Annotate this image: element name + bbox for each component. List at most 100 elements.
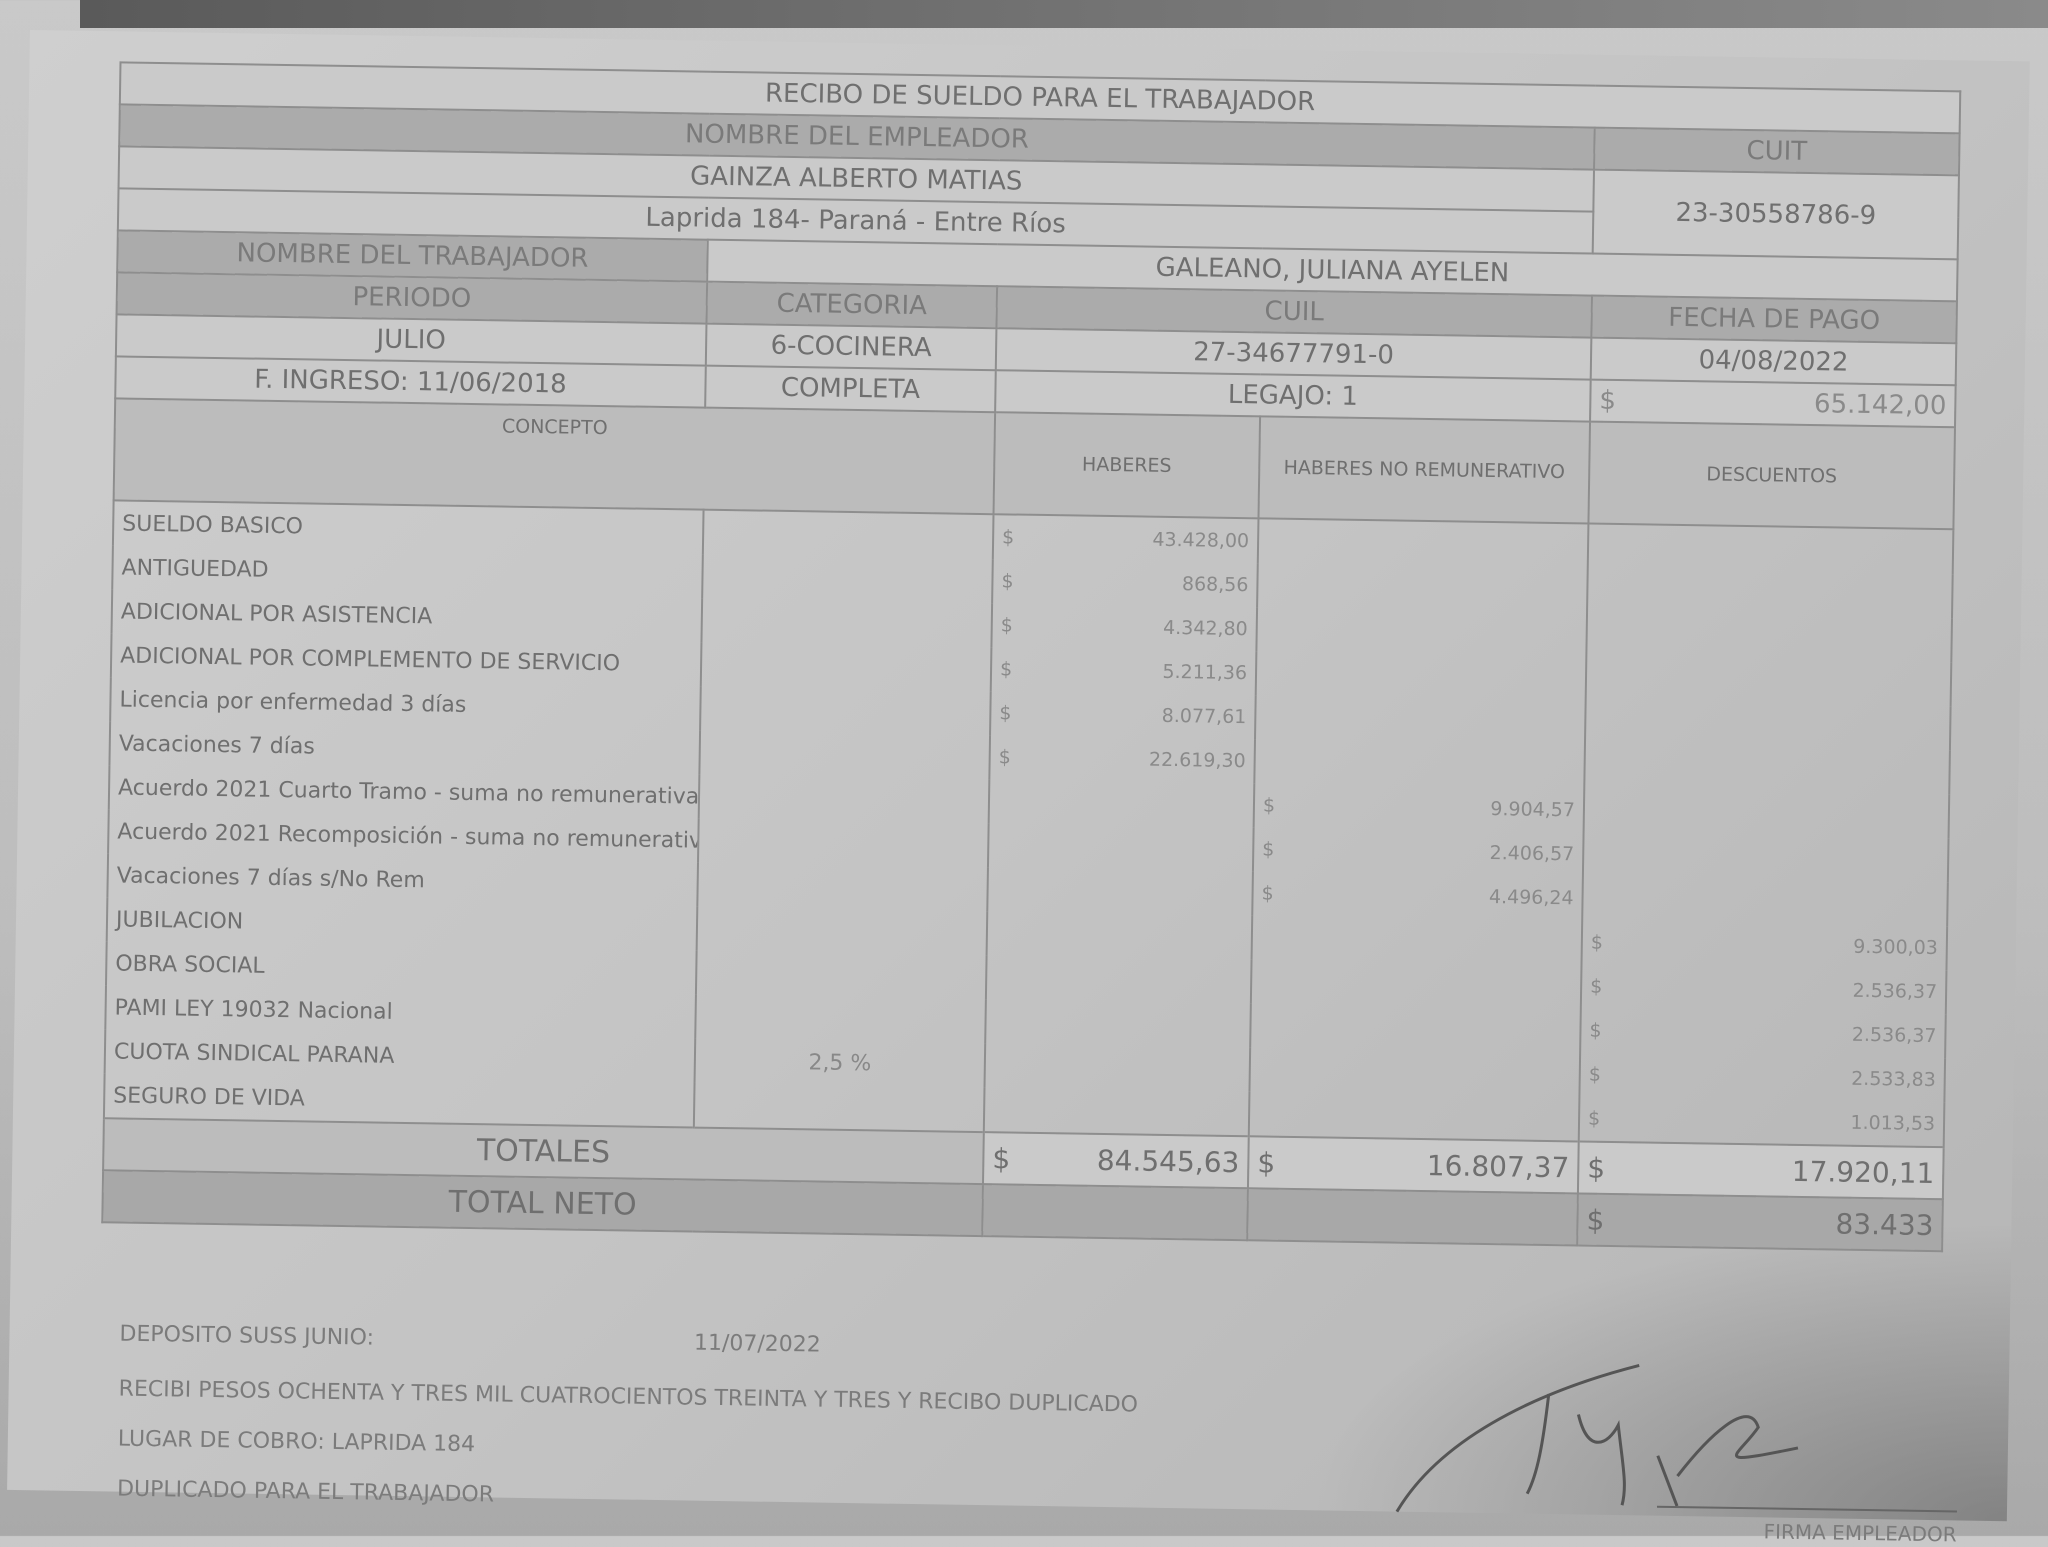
currency-symbol: $ — [1000, 614, 1014, 637]
categoria-value: 6-COCINERA — [705, 323, 997, 371]
no_rem-amount: 9.904,57 — [1490, 798, 1576, 822]
descuentos-cell — [1587, 568, 1953, 619]
currency-symbol: $ — [999, 702, 1012, 725]
descuentos-amount: 2.536,37 — [1852, 979, 1938, 1004]
extra-cell — [693, 1082, 985, 1133]
no-rem-cell: $4.496,24 — [1252, 871, 1583, 921]
haberes-cell — [985, 955, 1252, 1004]
currency-symbol: $ — [1589, 975, 1603, 998]
extra-cell — [695, 994, 986, 1044]
haberes-cell — [987, 867, 1253, 916]
concepto-header: CONCEPTO — [113, 398, 996, 515]
no-rem-cell — [1250, 959, 1582, 1009]
descuentos-amount: 2.536,37 — [1851, 1023, 1937, 1048]
haberes-amount: 4.342,80 — [1162, 616, 1248, 641]
descuentos-amount: 1.013,53 — [1850, 1111, 1936, 1136]
no-rem-cell — [1249, 1047, 1581, 1097]
extra-cell — [698, 818, 989, 868]
currency-symbol: $ — [1599, 385, 1617, 416]
currency-symbol: $ — [1262, 794, 1276, 817]
currency-symbol: $ — [998, 746, 1011, 769]
haberes-cell: $43.428,00 — [992, 514, 1259, 564]
no-rem-cell — [1257, 518, 1589, 569]
no-rem-cell — [1255, 695, 1586, 745]
haberes-cell: $5.211,36 — [990, 647, 1257, 696]
descuentos-cell — [1587, 523, 1954, 575]
sueldo-amount: 65.142,00 — [1813, 389, 1947, 422]
deposito-label: DEPOSITO SUSS JUNIO: — [119, 1321, 375, 1351]
no-rem-cell — [1250, 1003, 1581, 1053]
haberes-header: HABERES — [993, 412, 1261, 519]
haberes-cell: $8.077,61 — [990, 691, 1256, 740]
no-rem-cell: $9.904,57 — [1253, 783, 1585, 833]
total-neto: $83.433 — [1577, 1193, 1943, 1252]
descuentos-cell — [1585, 656, 1952, 707]
haberes-cell — [984, 1043, 1251, 1092]
extra-cell — [701, 598, 993, 648]
extra-cell — [702, 554, 993, 604]
total-no-rem-amount: 16.807,37 — [1426, 1148, 1570, 1184]
extra-cell — [697, 862, 988, 912]
empty-cell — [1247, 1188, 1578, 1246]
total-haberes-amount: 84.545,63 — [1096, 1143, 1240, 1179]
currency-symbol: $ — [1001, 570, 1014, 593]
currency-symbol: $ — [1257, 1145, 1276, 1180]
no-rem-cell — [1257, 563, 1588, 613]
currency-symbol: $ — [999, 658, 1013, 681]
no-rem-cell — [1248, 1091, 1580, 1142]
descuentos-cell — [1586, 612, 1953, 663]
background-strip — [80, 0, 2048, 28]
currency-symbol: $ — [1590, 931, 1604, 954]
haberes-amount: 8.077,61 — [1161, 704, 1247, 729]
no_rem-amount: 2.406,57 — [1489, 842, 1575, 866]
total-neto-amount: 83.433 — [1835, 1207, 1934, 1242]
currency-symbol: $ — [1587, 1107, 1601, 1130]
descuentos-header: DESCUENTOS — [1588, 421, 1956, 530]
currency-symbol: $ — [1261, 882, 1274, 905]
extra-cell — [699, 730, 991, 780]
recibi-text: RECIBI PESOS OCHENTA Y TRES MIL CUATROCI… — [118, 1376, 1139, 1418]
deposito-line: DEPOSITO SUSS JUNIO: 11/07/2022 — [119, 1322, 821, 1358]
haberes-cell — [988, 779, 1255, 828]
firma-empleador: FIRMA EMPLEADOR — [1656, 1505, 1957, 1547]
descuentos-cell: $2.533,83 — [1579, 1052, 1946, 1103]
currency-symbol: $ — [1586, 1203, 1605, 1237]
lugar-cobro: LUGAR DE COBRO: LAPRIDA 184 — [117, 1426, 476, 1458]
haberes-cell — [986, 911, 1253, 960]
descuentos-cell: $9.300,03 — [1581, 920, 1948, 971]
descuentos-cell: $1.013,53 — [1578, 1096, 1945, 1148]
extra-cell — [700, 642, 992, 692]
haberes-amount: 868,56 — [1181, 573, 1249, 597]
extra-cell — [695, 950, 987, 1000]
no-rem-cell — [1251, 915, 1583, 965]
haberes-cell — [985, 999, 1251, 1048]
duplicado-text: DUPLICADO PARA EL TRABAJADOR — [116, 1476, 495, 1508]
payslip-paper: RECIBO DE SUELDO PARA EL TRABAJADOR NOMB… — [7, 30, 2030, 1547]
cuit-value: 23-30558786-9 — [1592, 169, 1959, 260]
descuentos-cell: $2.536,37 — [1580, 1008, 1946, 1059]
haberes-amount: 43.428,00 — [1152, 528, 1250, 553]
descuentos-cell — [1583, 788, 1950, 839]
fecha-pago-label: FECHA DE PAGO — [1591, 295, 1958, 344]
currency-symbol: $ — [1587, 1151, 1606, 1185]
no_rem-amount: 4.496,24 — [1488, 886, 1574, 910]
descuentos-amount: 9.300,03 — [1853, 935, 1939, 960]
descuentos-cell — [1584, 700, 1951, 751]
no-rem-cell — [1256, 607, 1588, 657]
extra-cell — [702, 509, 994, 560]
no-rem-cell: $2.406,57 — [1252, 827, 1584, 877]
extra-cell — [696, 906, 988, 956]
currency-symbol: $ — [1001, 526, 1015, 549]
currency-symbol: $ — [992, 1141, 1011, 1176]
empty-cell — [982, 1184, 1248, 1241]
haberes-amount: 22.619,30 — [1148, 748, 1246, 773]
currency-symbol: $ — [1262, 838, 1275, 861]
haberes-cell: $22.619,30 — [989, 735, 1256, 784]
total-descuentos: $17.920,11 — [1577, 1141, 1944, 1200]
no-rem-cell — [1254, 739, 1585, 789]
total-no-rem: $16.807,37 — [1247, 1136, 1579, 1194]
no-rem-header: HABERES NO REMUNERATIVO — [1258, 416, 1591, 524]
no-rem-cell — [1255, 651, 1587, 701]
descuentos-amount: 2.533,83 — [1851, 1067, 1936, 1092]
categoria-label: CATEGORIA — [706, 281, 998, 329]
